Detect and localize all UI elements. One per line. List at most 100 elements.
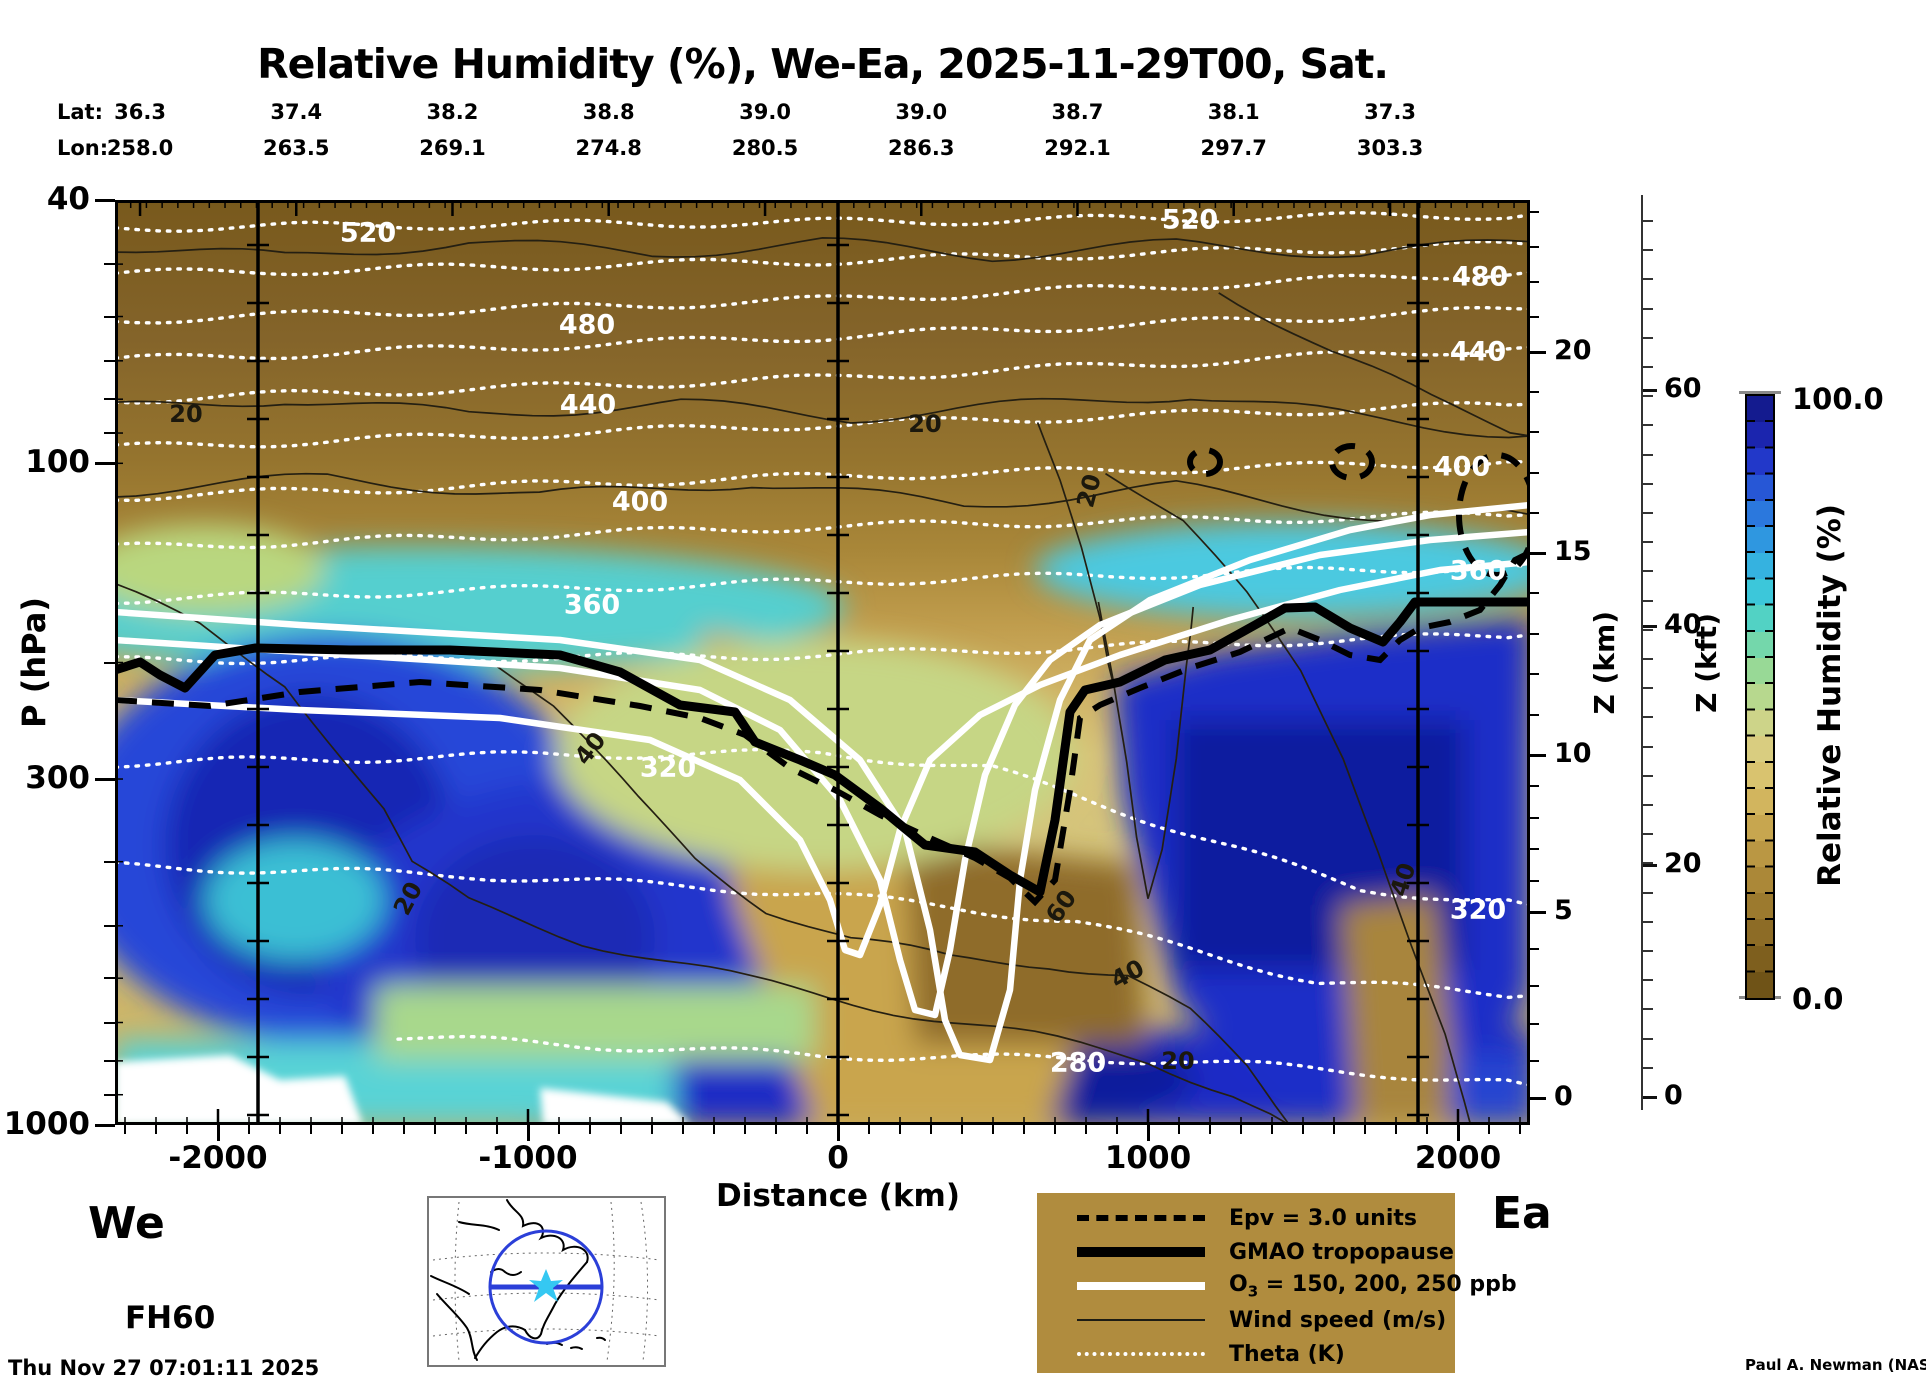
theta-contour-label: 440 (1450, 337, 1506, 368)
zkm-minor-tick (1530, 592, 1539, 595)
zkm-minor-tick (1530, 985, 1539, 988)
lat-value: 36.3 (114, 100, 166, 124)
theta-contour-label: 400 (612, 487, 668, 518)
colorbar-min-label: 0.0 (1792, 982, 1844, 1016)
tropopause-line-swatch (1077, 1247, 1205, 1257)
zkm-major-tick (1530, 350, 1546, 354)
distance-minor-tick (1333, 1125, 1335, 1134)
distance-minor-tick (961, 1125, 963, 1134)
rh-blob (1340, 895, 1460, 1125)
legend-row-wind: Wind speed (m/s) (1077, 1303, 1446, 1337)
pressure-minor-tick (104, 1021, 115, 1024)
pressure-minor-tick (104, 1059, 115, 1062)
zkft-minor-tick (1643, 628, 1653, 631)
distance-minor-tick (1395, 1125, 1397, 1134)
distance-minor-tick (155, 1125, 157, 1134)
distance-minor-tick (775, 1125, 777, 1134)
colorbar-title: Relative Humidity (%) (1812, 503, 1848, 887)
zkft-axis-title: Z (kft) (1689, 612, 1723, 713)
distance-minor-tick (930, 1125, 932, 1134)
pressure-minor-tick (104, 977, 115, 980)
zkm-minor-tick (1530, 785, 1539, 788)
lat-value: 39.0 (739, 100, 791, 124)
distance-major-tick (1146, 1125, 1150, 1141)
zkm-minor-tick (1530, 211, 1539, 213)
distance-major-tick (836, 1125, 840, 1141)
legend-row-tropopause: GMAO tropopause (1077, 1235, 1454, 1269)
zkft-minor-tick (1643, 482, 1653, 485)
wind-speed-contour-label: 20 (908, 410, 941, 438)
map-coastlines (430, 1199, 606, 1361)
distance-minor-tick (558, 1125, 560, 1134)
theta-contour (115, 860, 1530, 1000)
distance-minor-tick (310, 1125, 312, 1134)
pressure-major-tick (95, 198, 115, 202)
distance-minor-tick (1209, 1125, 1211, 1134)
distance-minor-tick (1054, 1125, 1056, 1134)
zkft-minor-tick (1643, 424, 1653, 427)
zkft-minor-tick (1643, 307, 1653, 310)
lon-value: 280.5 (731, 136, 799, 160)
legend-row-epv: Epv = 3.0 units (1077, 1201, 1441, 1235)
pressure-tick-label: 300 (25, 760, 90, 797)
distance-minor-tick (651, 1125, 653, 1134)
rh-blob (205, 840, 385, 960)
pressure-minor-tick (104, 661, 115, 664)
legend-row-ozone: O3 = 150, 200, 250 ppb (1077, 1269, 1517, 1303)
zkm-axis-title: Z (km) (1587, 610, 1621, 715)
pressure-major-tick (95, 461, 115, 465)
distance-minor-tick (1519, 1125, 1521, 1134)
distance-minor-tick (806, 1125, 808, 1134)
theta-contour-label: 480 (559, 310, 615, 341)
zkft-minor-tick (1643, 891, 1653, 894)
zkft-minor-tick (1643, 745, 1653, 748)
wind-speed-contour (1036, 422, 1114, 682)
distance-minor-tick (992, 1125, 994, 1134)
zkm-minor-tick (1530, 816, 1539, 819)
distance-minor-tick (899, 1125, 901, 1134)
below-ground-patch (540, 1088, 690, 1125)
zkm-minor-tick (1530, 281, 1539, 283)
legend: Epv = 3.0 units GMAO tropopause O3 = 150… (1037, 1193, 1517, 1373)
pressure-major-tick (95, 777, 115, 781)
zkft-minor-tick (1643, 920, 1653, 923)
theta-contour-label: 320 (1450, 895, 1506, 926)
zkft-minor-tick (1643, 599, 1653, 602)
lon-value: 258.0 (106, 136, 174, 160)
epv-contour-loop (1329, 443, 1375, 481)
zkm-minor-tick (1530, 948, 1539, 951)
distance-minor-tick (1085, 1125, 1087, 1134)
theta-contour-label: 440 (560, 390, 616, 421)
zkm-tick-label: 10 (1554, 738, 1592, 769)
zkm-minor-tick (1530, 471, 1539, 474)
zkft-tick-label: 0 (1664, 1080, 1683, 1111)
zkft-minor-tick (1643, 395, 1653, 398)
forecast-hour-label: FH60 (125, 1300, 216, 1336)
lat-value: 37.3 (1364, 100, 1416, 124)
distance-major-tick (216, 1125, 220, 1141)
wind-speed-contour (115, 472, 1530, 523)
zkft-minor-tick (1643, 512, 1653, 514)
creation-timestamp: Thu Nov 27 07:01:11 2025 (8, 1356, 320, 1380)
lat-value: 39.0 (895, 100, 948, 124)
pressure-minor-tick (104, 432, 115, 435)
distance-minor-tick (1488, 1125, 1490, 1134)
colorbar-ticks-right (1765, 394, 1773, 996)
distance-minor-tick (1178, 1125, 1180, 1134)
distance-major-tick (1456, 1125, 1460, 1141)
zkft-tick-label: 40 (1664, 609, 1702, 640)
epv-contour-loop (1187, 447, 1223, 477)
pressure-axis-title: P (hPa) (15, 597, 53, 728)
zkm-minor-tick (1530, 391, 1539, 394)
zkft-minor-tick (1643, 716, 1653, 719)
zkm-major-tick (1530, 1096, 1546, 1100)
lon-value: 269.1 (419, 136, 486, 160)
wind-speed-contour (1218, 292, 1530, 437)
zkm-minor-tick (1530, 879, 1539, 882)
east-end-label: Ea (1492, 1188, 1552, 1239)
colorbar-top-cap (1739, 391, 1781, 394)
distance-minor-tick (868, 1125, 870, 1134)
rh-blob (1450, 1055, 1530, 1125)
tropopause-line (115, 597, 1530, 897)
distance-minor-tick (682, 1125, 684, 1134)
